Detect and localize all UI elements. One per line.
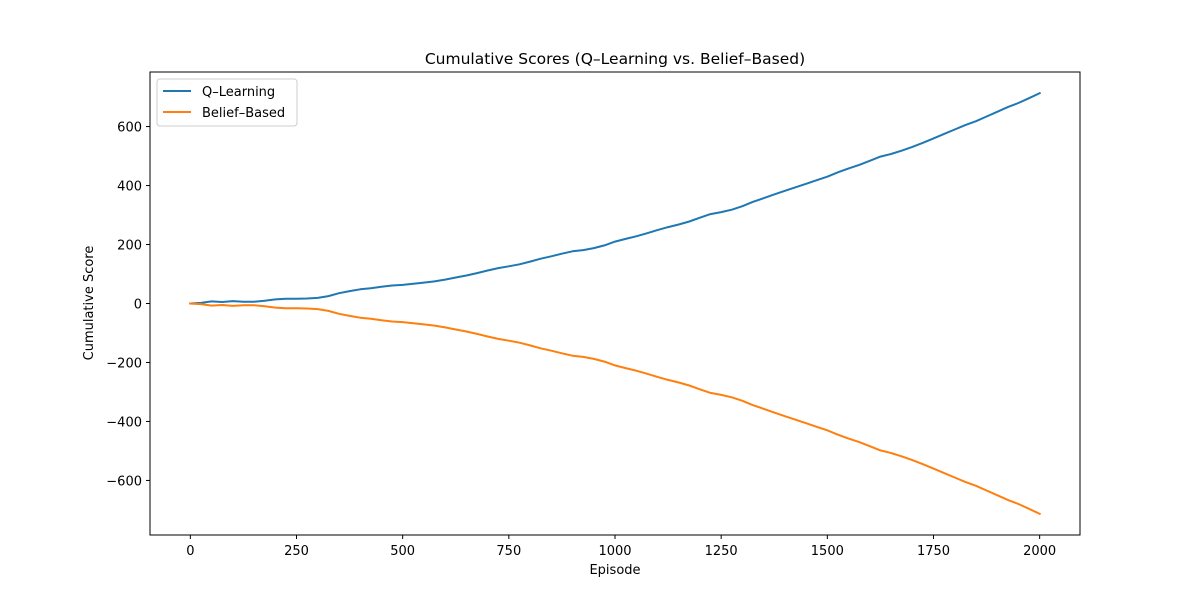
- y-tick-label: −600: [106, 474, 142, 489]
- legend-label-belief-based: Belief–Based: [202, 106, 285, 121]
- y-tick-label: −200: [106, 356, 142, 371]
- x-axis-title: Episode: [589, 563, 640, 578]
- series-line-belief-based: [189, 302, 1042, 516]
- x-tick-label: 750: [496, 544, 521, 559]
- x-tick-label: 1750: [917, 544, 950, 559]
- x-tick-label: 500: [390, 544, 415, 559]
- x-tick-label: 2000: [1023, 544, 1056, 559]
- legend-label-q-learning: Q–Learning: [202, 85, 275, 100]
- legend-box: [156, 78, 298, 127]
- chart-title: Cumulative Scores (Q–Learning vs. Belief…: [425, 50, 805, 68]
- y-axis-title: Cumulative Score: [82, 246, 97, 361]
- x-tick-label: 1000: [598, 544, 631, 559]
- x-tick-label: 1500: [811, 544, 844, 559]
- y-tick-label: 600: [117, 121, 142, 136]
- legend: Q–Learning Belief–Based: [156, 78, 298, 127]
- x-tick-label: 250: [284, 544, 309, 559]
- y-tick-label: −400: [106, 415, 142, 430]
- x-tick-label: 1250: [705, 544, 738, 559]
- x-tick-label: 0: [186, 544, 194, 559]
- y-tick-label: 200: [117, 239, 142, 254]
- y-axis: −600 −400 −200 0 200 400 600: [106, 121, 150, 489]
- x-axis: 0 250 500 750 1000 1250 1500 1750 2000: [186, 535, 1056, 559]
- series-line-q-learning: [189, 91, 1042, 305]
- series-layer: [189, 91, 1042, 516]
- y-tick-label: 400: [117, 180, 142, 195]
- y-tick-label: 0: [134, 298, 142, 313]
